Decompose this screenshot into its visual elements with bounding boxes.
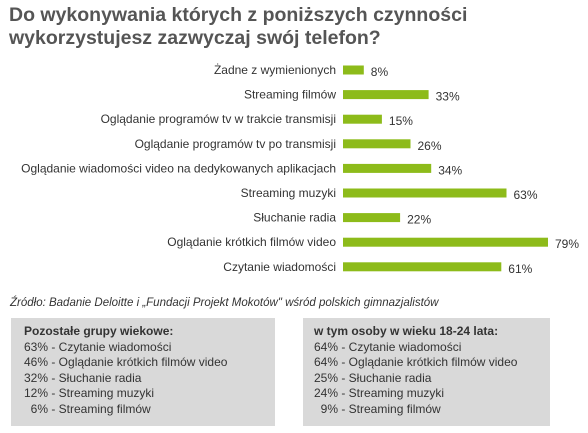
category-label: Słuchanie radia: [253, 211, 336, 225]
box-row: 64% - Oglądanie krótkich filmów video: [314, 355, 518, 369]
box-row: 25% - Słuchanie radia: [314, 370, 432, 385]
value-label: 8%: [371, 65, 389, 79]
box-row: 24% - Streaming muzyki: [314, 386, 445, 400]
bar: [343, 213, 401, 223]
bar: [343, 90, 429, 100]
bar: [343, 237, 548, 247]
bar: [343, 114, 382, 124]
bar: [343, 188, 507, 198]
value-label: 26%: [418, 139, 442, 153]
chart-title: Do wykonywania których z poniższych czyn…: [9, 4, 579, 50]
box-row: 6% - Streaming filmów: [24, 401, 151, 416]
category-label: Oglądanie programów tv po transmisji: [135, 137, 336, 151]
category-label: Żadne z wymienionych: [214, 63, 336, 77]
box-row: 46% - Oglądanie krótkich filmów video: [24, 355, 228, 369]
value-label: 33%: [436, 90, 460, 104]
category-label: Streaming filmów: [244, 88, 336, 102]
box-row: 12% - Streaming muzyki: [24, 386, 155, 400]
source-note: Źródło: Badanie Deloitte i „Fundacji Pro…: [10, 297, 439, 309]
title-line-2: wykorzystujesz zazwyczaj swój telefon?: [9, 27, 381, 49]
value-label: 34%: [438, 163, 462, 177]
box-heading: Pozostałe grupy wiekowe:: [24, 324, 174, 338]
value-label: 22%: [407, 213, 431, 227]
bar: [343, 163, 432, 173]
box-row: 9% - Streaming filmów: [314, 401, 441, 416]
category-label: Oglądanie krótkich filmów video: [167, 235, 336, 249]
value-label: 61%: [508, 262, 532, 276]
box-row: 64% - Czytanie wiadomości: [314, 339, 462, 354]
value-label: 15%: [389, 114, 413, 128]
box-heading: w tym osoby w wieku 18-24 lata:: [314, 324, 499, 338]
value-label: 63%: [514, 188, 538, 202]
category-label: Oglądanie programów tv w trakcie transmi…: [101, 112, 336, 126]
box-row: 63% - Czytanie wiadomości: [24, 339, 172, 354]
category-label: Oglądanie wiadomości video na dedykowany…: [21, 161, 336, 175]
other-age-groups-box: Pozostałe grupy wiekowe: 63% - Czytanie …: [11, 318, 275, 426]
value-label: 79%: [555, 237, 579, 251]
bar: [343, 262, 502, 272]
box-row: 32% - Słuchanie radia: [24, 370, 142, 385]
bar-chart: Żadne z wymienionych 8% Streaming filmów 33…: [21, 63, 579, 276]
title-line-1: Do wykonywania których z poniższych czyn…: [9, 4, 468, 26]
age-18-24-box: w tym osoby w wieku 18-24 lata: 64% - Cz…: [303, 318, 550, 426]
category-label: Czytanie wiadomości: [223, 260, 336, 274]
category-label: Streaming muzyki: [241, 186, 336, 200]
bar: [343, 139, 411, 149]
bar: [343, 65, 364, 75]
